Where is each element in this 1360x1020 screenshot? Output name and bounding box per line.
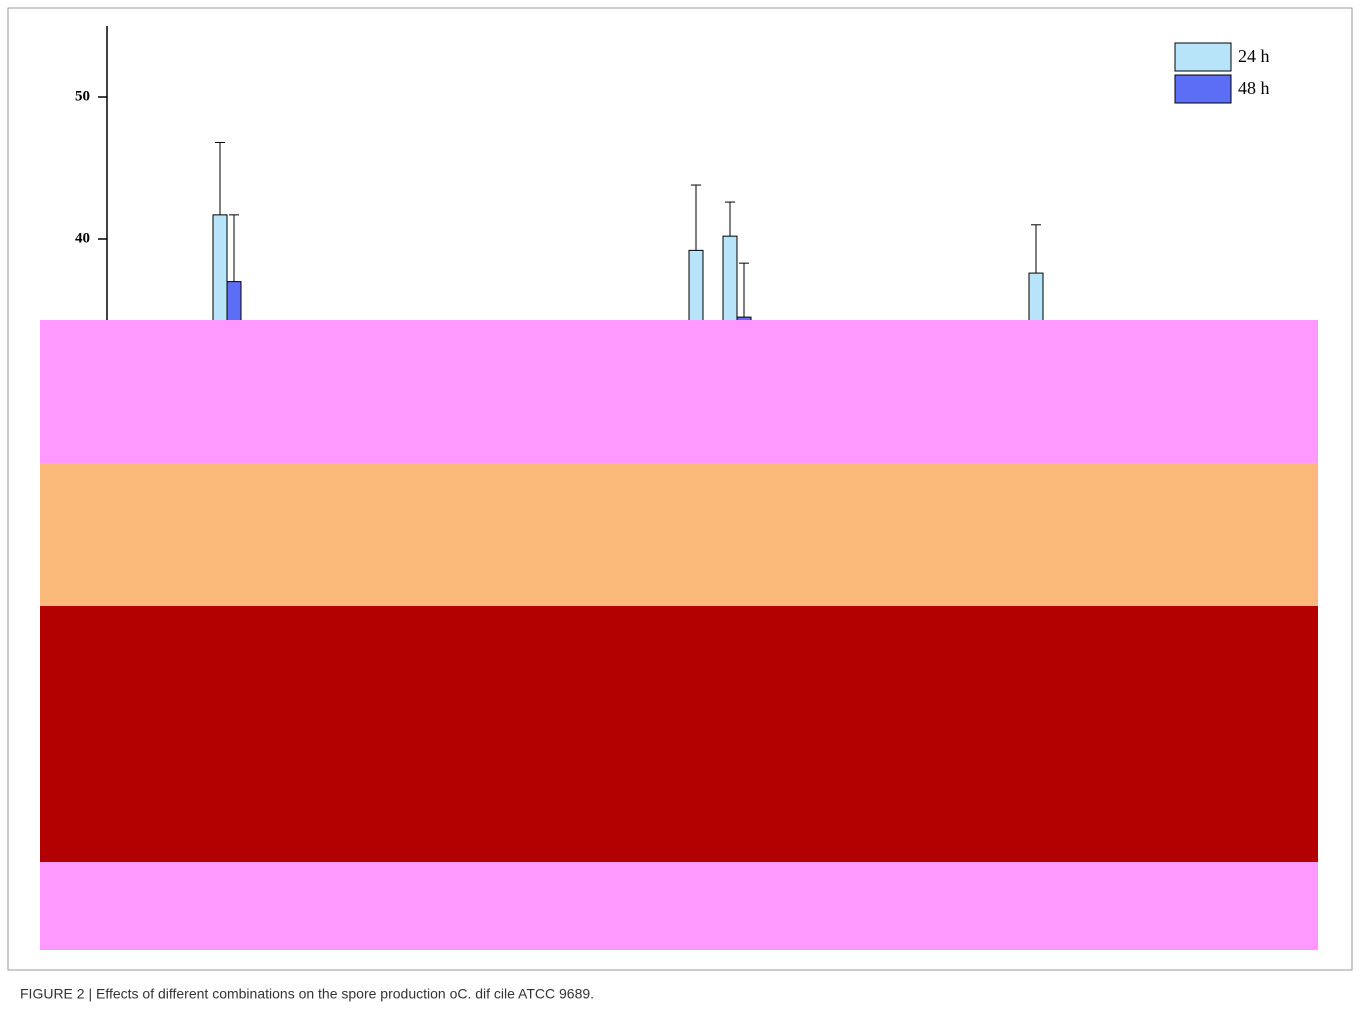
y-tick-label: 50 <box>75 88 90 104</box>
corruption <box>40 320 1318 950</box>
legend-swatch <box>1175 75 1231 103</box>
legend-label: 48 h <box>1238 78 1270 98</box>
error-bar <box>215 142 225 214</box>
legend-label: 24 h <box>1238 46 1270 66</box>
glitch-band <box>40 606 1318 862</box>
legend-swatch <box>1175 43 1231 71</box>
error-bar <box>1031 225 1041 273</box>
error-bar <box>691 185 701 250</box>
legend: 24 h 48 h <box>1175 43 1270 103</box>
error-bar <box>725 202 735 236</box>
y-tick-label: 40 <box>75 230 90 246</box>
caption: FIGURE 2 | Effects of different combinat… <box>20 986 594 1002</box>
error-bar <box>229 215 239 282</box>
figure: 40 50 24 h 48 h FIGURE 2 | Effects of diff… <box>0 0 1360 1015</box>
error-bar <box>739 263 749 317</box>
glitch-band <box>40 463 1318 615</box>
